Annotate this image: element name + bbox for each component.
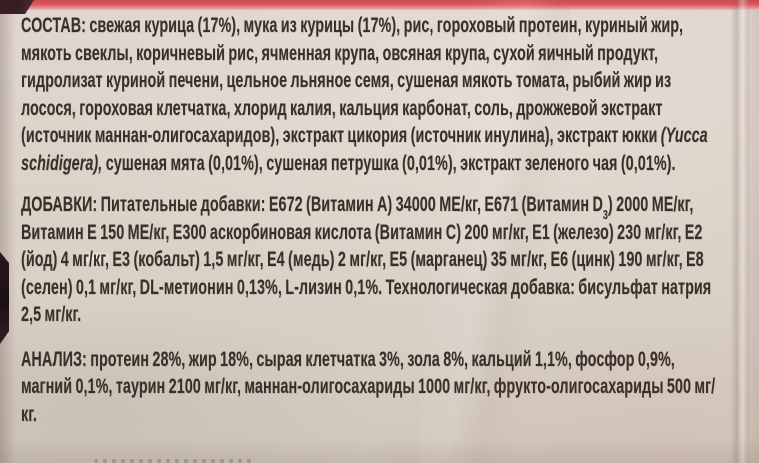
additives-heading: ДОБАВКИ: (21, 193, 98, 216)
composition-section: СОСТАВ: свежая курица (17%), мука из кур… (21, 12, 718, 177)
additives-section: ДОБАВКИ: Питательные добавки: Е672 (Вита… (21, 191, 718, 329)
analysis-heading: АНАЛИЗ: (21, 347, 87, 371)
bottom-shading (0, 437, 759, 463)
additives-text: Питательные добавки: Е672 (Витамин А) 34… (97, 193, 603, 216)
composition-heading: СОСТАВ: (21, 14, 86, 37)
analysis-section: АНАЛИЗ: протеин 28%, жир 18%, сырая клет… (21, 346, 718, 429)
composition-text: свежая курица (17%), мука из курицы (17%… (21, 14, 684, 147)
composition-text-tail: сушеная мята (0,01%), сушеная петрушка (… (102, 151, 676, 175)
label-text-block: СОСТАВ: свежая курица (17%), мука из кур… (21, 12, 718, 428)
red-design-stripe (0, 0, 759, 10)
latin-species-name: (Yucca schidigera), (21, 124, 708, 175)
backdrop-left-edge-notch (0, 252, 9, 344)
backdrop-top-left-corner (0, 0, 34, 14)
cutoff-text-marks (94, 459, 256, 463)
vitamin-d3-subscript: 3 (602, 207, 608, 223)
analysis-text: протеин 28%, жир 18%, сырая клетчатка 3%… (21, 347, 716, 426)
additives-text-tail: ) 2000 МЕ/кг, Витамин Е 150 МЕ/кг, Е300 … (21, 193, 712, 326)
